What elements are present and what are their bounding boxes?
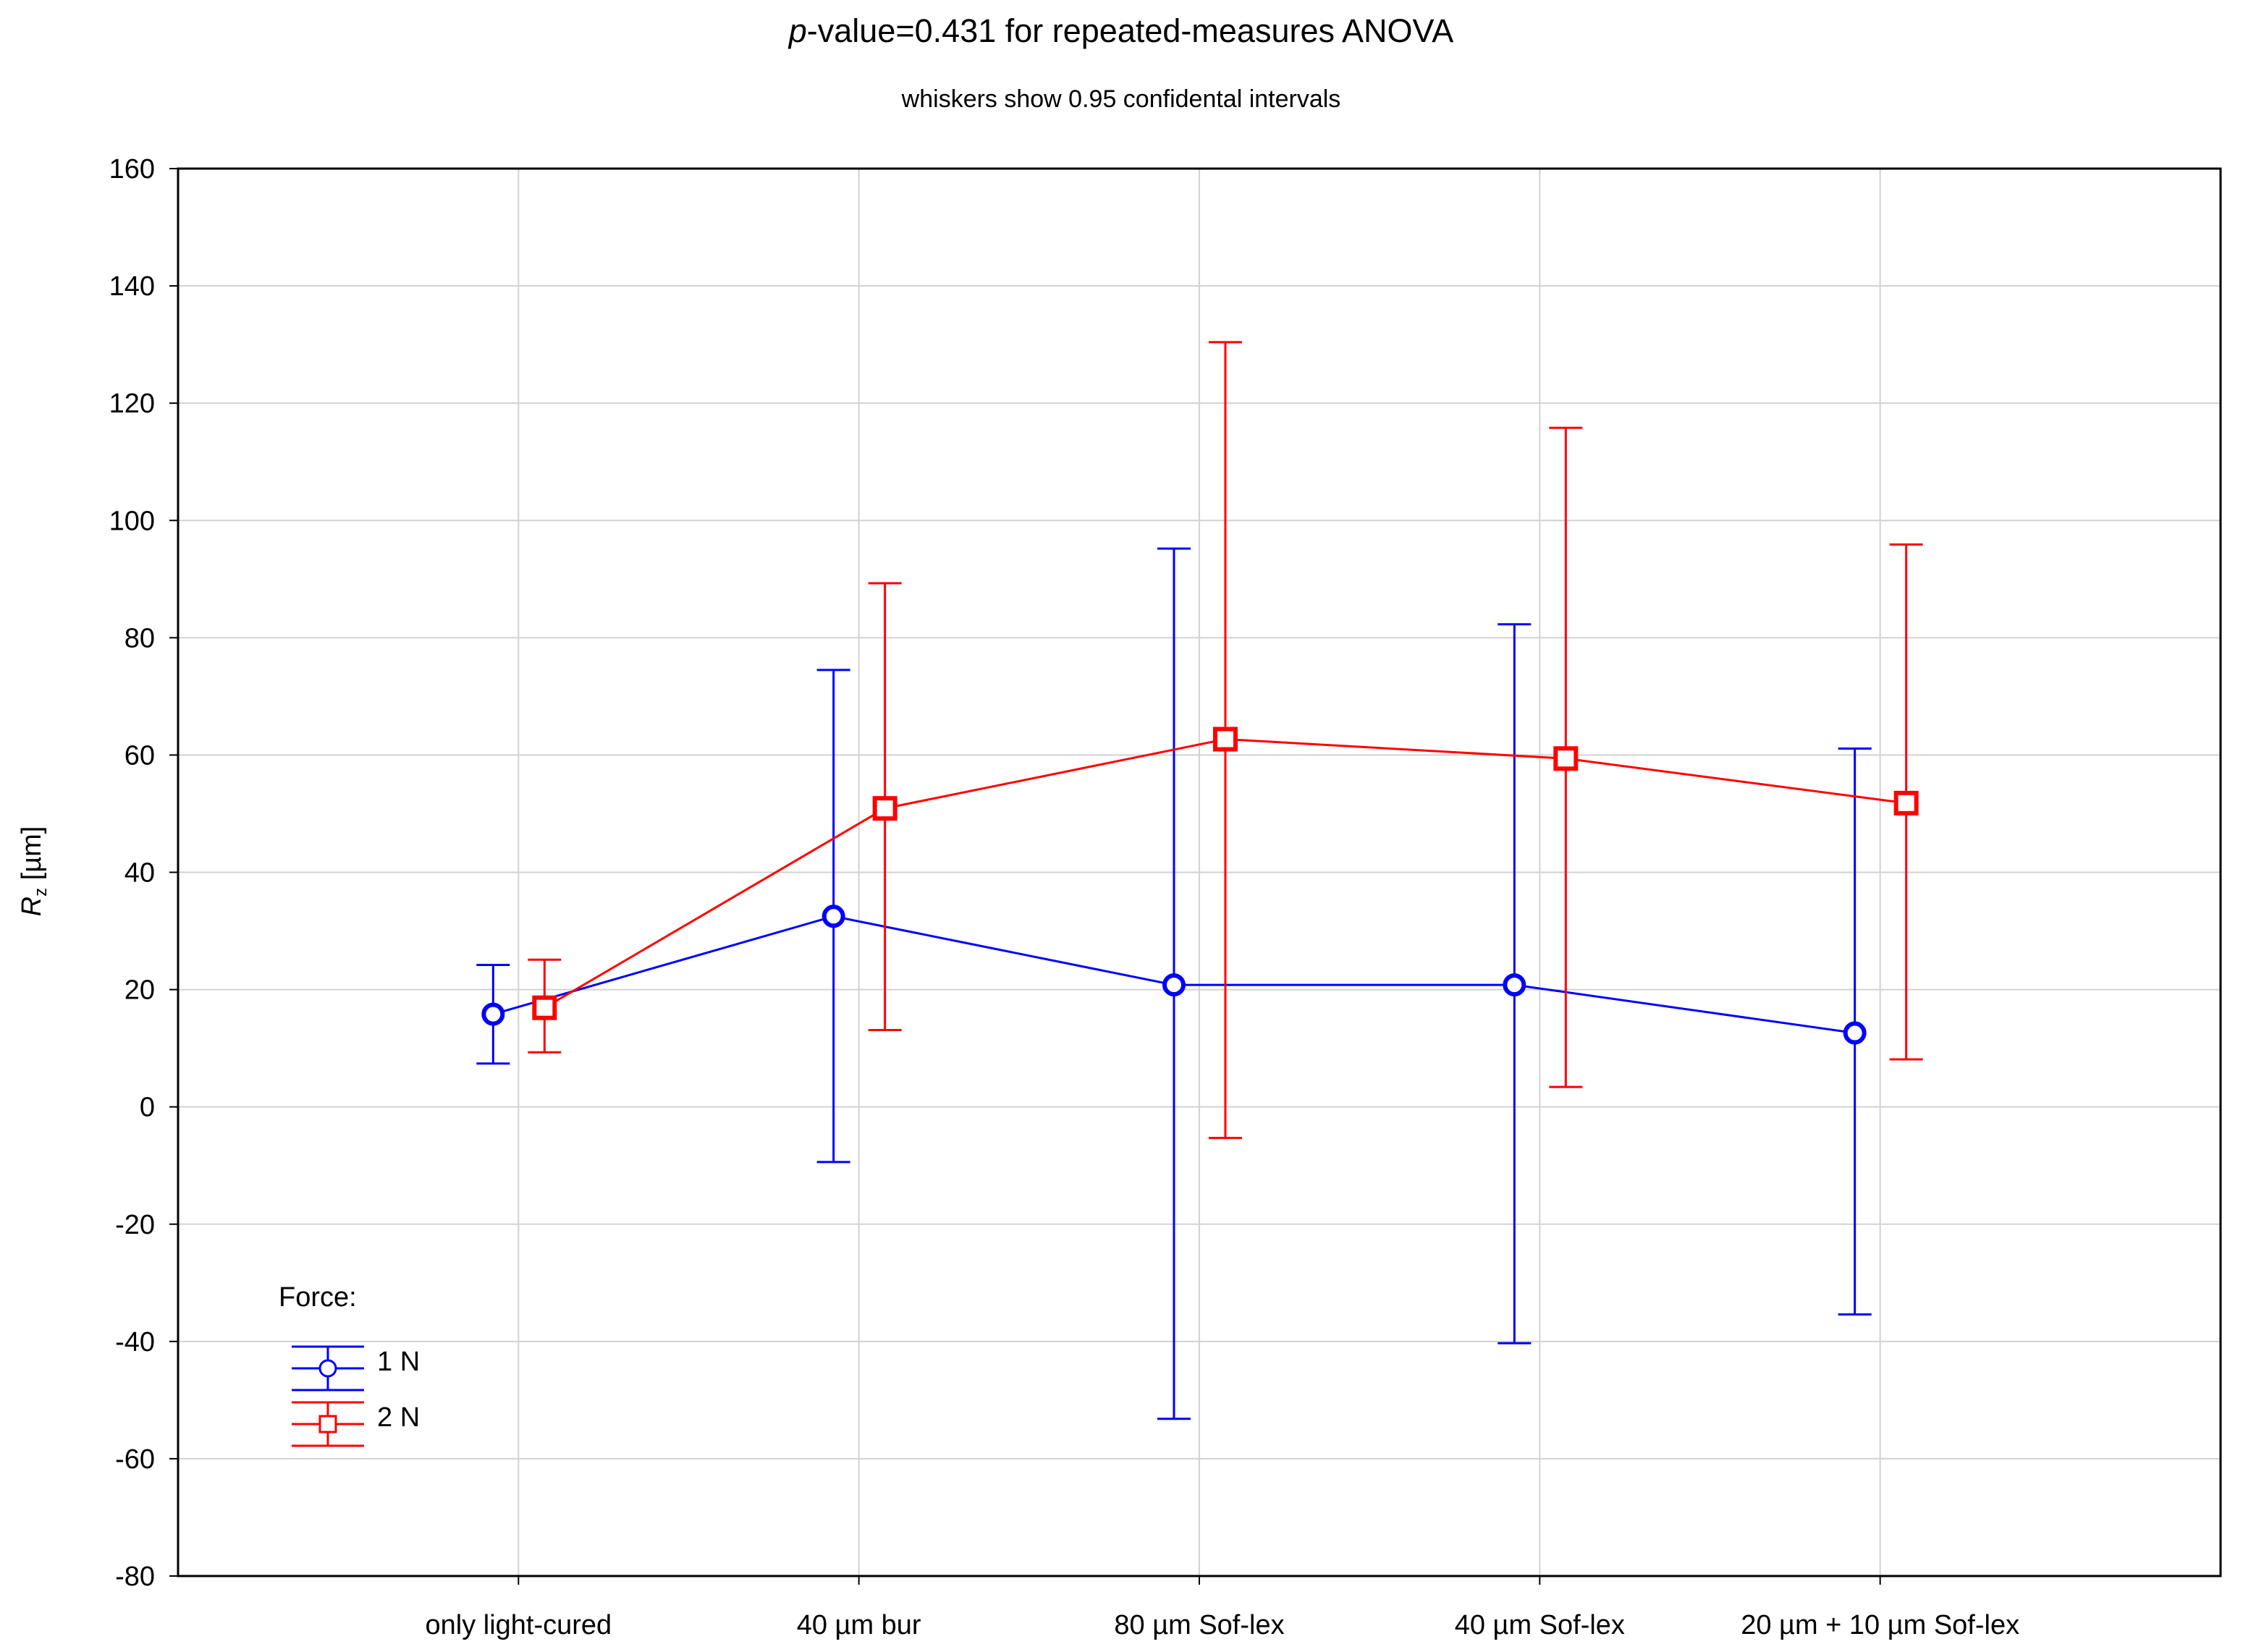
data-point <box>481 1002 505 1026</box>
y-axis-label-sub: z <box>31 888 51 897</box>
x-tick-label: 20 µm + 10 µm Sof-lex <box>1741 1610 2019 1640</box>
legend-marker <box>318 1359 337 1378</box>
legend-label: 1 N <box>377 1347 420 1377</box>
data-point <box>1553 746 1579 771</box>
legend-title: Force: <box>279 1282 357 1313</box>
grid-lines <box>178 168 2221 1577</box>
y-axis-label: Rz [µm] <box>17 826 51 917</box>
y-tick-label: 60 <box>124 740 155 771</box>
data-point <box>532 995 557 1020</box>
legend-item-0: 1 N <box>292 1345 420 1392</box>
y-tick-label: -80 <box>115 1562 155 1592</box>
y-tick-label: -40 <box>115 1327 155 1357</box>
y-tick-label: 160 <box>109 154 155 185</box>
legend-label: 2 N <box>377 1402 420 1433</box>
series-0 <box>476 547 1872 1420</box>
y-tick-label: 140 <box>109 271 155 302</box>
x-tick-label: 40 µm Sof-lex <box>1455 1610 1625 1640</box>
y-tick-label: -60 <box>115 1444 155 1475</box>
data-series <box>476 341 1923 1420</box>
y-tick-label: 40 <box>124 858 155 889</box>
chart-title-italic: p <box>787 12 807 49</box>
y-tick-label: 0 <box>140 1093 155 1123</box>
data-point <box>1843 1021 1867 1045</box>
axes: -80 -60 -40 -20 0 20 40 60 80 100 120 140 160 only li… <box>109 154 2222 1640</box>
data-point <box>872 796 897 821</box>
x-tick-label: 80 µm Sof-lex <box>1114 1610 1284 1640</box>
data-point <box>1162 973 1186 997</box>
legend-item-1: 2 N <box>292 1401 420 1447</box>
x-tick-label: 40 µm bur <box>797 1610 921 1640</box>
y-axis-label-main: R <box>17 897 47 916</box>
legend: Force: 1 N 2 N <box>279 1282 420 1447</box>
chart-title-rest: -value=0.431 for repeated-measures ANOVA <box>807 12 1453 49</box>
plot-frame <box>177 167 2222 1577</box>
y-axis-label-unit: [µm] <box>17 826 47 888</box>
data-point <box>1893 790 1919 816</box>
legend-marker <box>318 1415 337 1433</box>
series-1 <box>528 341 1923 1140</box>
y-tick-label: 120 <box>109 389 155 419</box>
y-tick-label: -20 <box>115 1210 155 1240</box>
y-tick-label: 20 <box>124 975 155 1006</box>
data-point <box>821 905 845 928</box>
chart-subtitle: whiskers show 0.95 confidental intervals <box>901 85 1341 113</box>
chart-title: p-value=0.431 for repeated-measures ANOV… <box>787 12 1453 49</box>
x-tick-label: only light-cured <box>425 1610 612 1640</box>
y-tick-label: 80 <box>124 623 155 653</box>
y-tick-label: 100 <box>109 506 155 536</box>
data-point <box>1213 727 1238 752</box>
data-point <box>1503 973 1526 997</box>
